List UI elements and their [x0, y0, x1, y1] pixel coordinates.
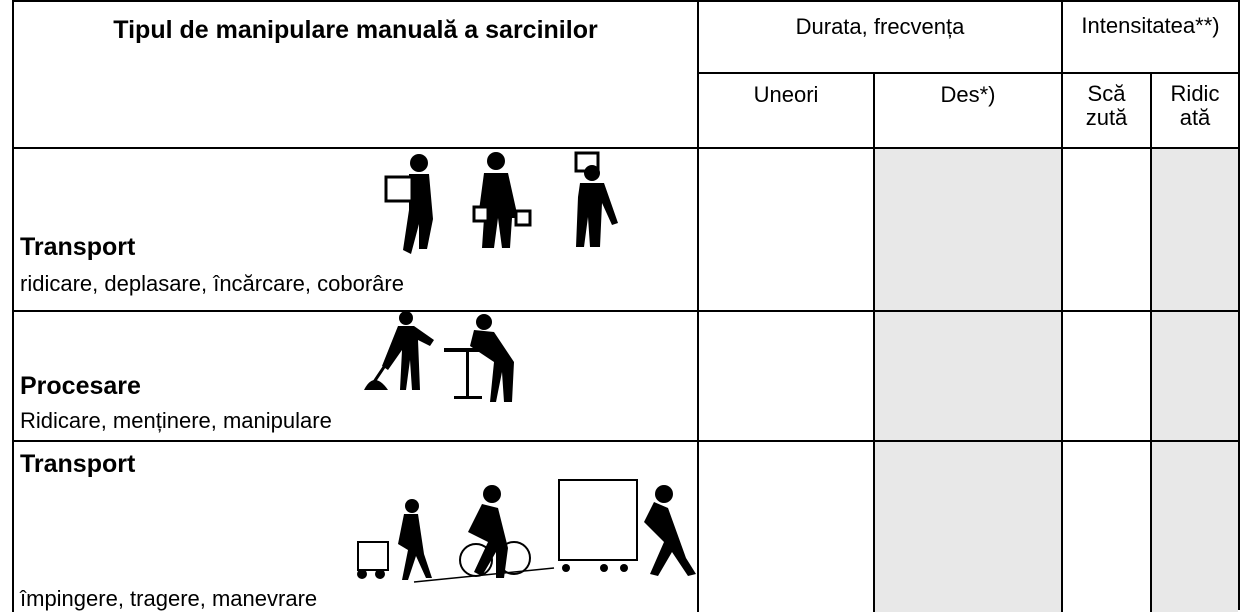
table-border	[1238, 0, 1240, 610]
header-title: Tipul de manipulare manuală a sarcinilor	[12, 0, 697, 147]
row-cell: Procesare Ridicare, menținere, manipular…	[12, 310, 697, 440]
row-title: Transport	[20, 233, 136, 261]
row-subtitle: ridicare, deplasare, încărcare, coborâre	[20, 271, 404, 296]
empty-cell	[1150, 147, 1238, 310]
empty-cell	[697, 147, 873, 310]
empty-cell	[1061, 147, 1150, 310]
empty-cell	[697, 310, 873, 440]
row-title: Transport	[20, 450, 136, 478]
subheader: Des*)	[873, 72, 1061, 147]
row-title: Procesare	[20, 372, 141, 400]
header-intensitate: Intensitatea**)	[1061, 0, 1238, 72]
header-durata: Durata, frecvența	[697, 0, 1061, 72]
subheader: Uneori	[697, 72, 873, 147]
empty-cell	[1061, 310, 1150, 440]
empty-cell	[697, 440, 873, 612]
empty-cell	[873, 440, 1061, 612]
figures	[357, 479, 696, 583]
subheader: Scăzută	[1061, 72, 1150, 147]
empty-cell	[873, 147, 1061, 310]
empty-cell	[1061, 440, 1150, 612]
figures	[364, 312, 514, 402]
empty-cell	[873, 310, 1061, 440]
row-subtitle: Ridicare, menținere, manipulare	[20, 408, 332, 433]
empty-cell	[1150, 310, 1238, 440]
row-cell: Transport ridicare, deplasare, încărcare…	[12, 147, 697, 310]
figures	[384, 151, 618, 254]
subheader: Ridicată	[1150, 72, 1238, 147]
row-cell: Transport împingere, tragere, manevrare	[12, 440, 697, 612]
empty-cell	[1150, 440, 1238, 612]
row-subtitle: împingere, tragere, manevrare	[20, 586, 318, 611]
